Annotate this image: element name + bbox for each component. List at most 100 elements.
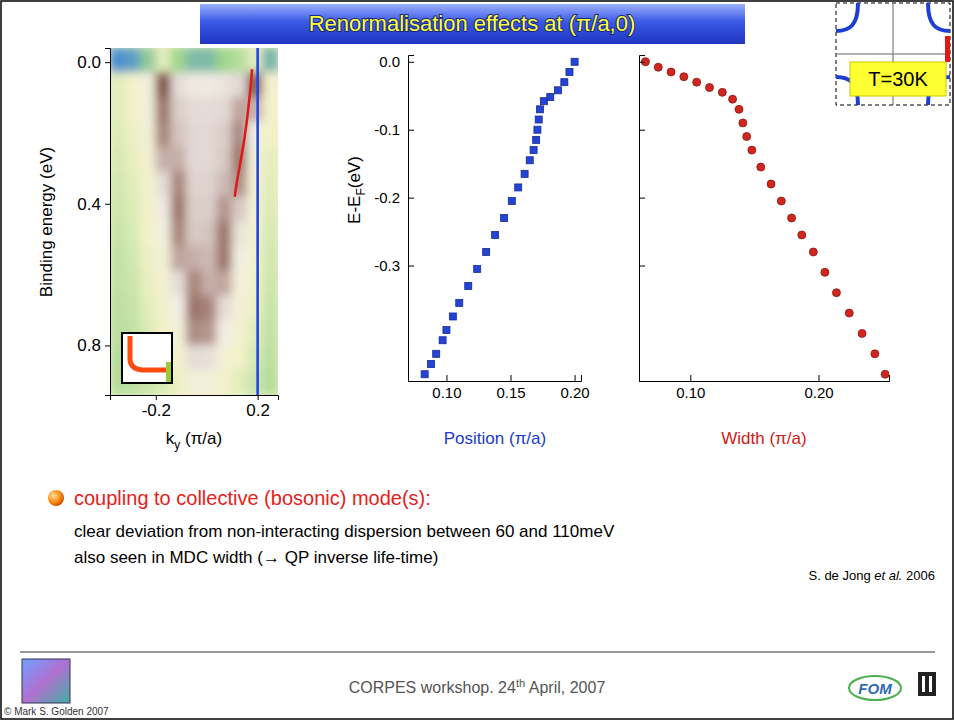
marker [536, 106, 543, 113]
heatmap-cell [155, 295, 171, 321]
heatmap-cell [216, 271, 232, 297]
inset-frame [836, 3, 950, 105]
tick [639, 266, 645, 267]
marker [757, 163, 765, 171]
heatmap-cell [155, 171, 171, 197]
heatmap-cell [262, 196, 278, 222]
heatmap-cell [110, 48, 126, 73]
marker [449, 313, 456, 320]
heatmap-cell [110, 295, 126, 321]
y-axis-title-part: (eV) [345, 156, 364, 188]
marker [534, 126, 541, 133]
heatmap-cell [186, 48, 202, 73]
heatmap-cell [262, 246, 278, 272]
tick-mark [408, 198, 414, 199]
tick: -0.2 [374, 189, 414, 206]
tick: 0.8 [77, 336, 110, 355]
tick-label: 0.10 [432, 384, 461, 401]
axis-line [105, 49, 111, 396]
heatmap-cell [171, 171, 187, 197]
heatmap-cell [110, 171, 126, 197]
axis: 0.100.150.20 [409, 375, 590, 401]
tick-label: 0.20 [560, 384, 589, 401]
marker [680, 73, 688, 81]
tick: -0.2 [142, 395, 171, 420]
heatmap-cell [171, 48, 187, 73]
cut-marker [945, 36, 950, 62]
tick-mark [511, 375, 512, 381]
tick-mark [446, 375, 447, 381]
heatmap-cell [186, 221, 202, 247]
logo-text: FOM [858, 680, 892, 697]
heatmap-cell [110, 97, 126, 123]
heatmap-cell [140, 48, 156, 73]
tick: 0.0 [379, 53, 414, 70]
marker [739, 119, 747, 127]
x-axis-title: Position (π/a) [444, 429, 546, 448]
marker [508, 198, 515, 205]
marker [858, 329, 866, 337]
x-axis-title: Width (π/a) [721, 429, 806, 448]
x-axis-title-part: (π/a) [180, 429, 222, 448]
marker [526, 157, 533, 164]
heatmap-cell [247, 320, 263, 346]
heatmap-cell [201, 48, 217, 73]
heatmap-cell [262, 147, 278, 173]
heatmap-cell [232, 295, 248, 321]
heatmap-cell [247, 196, 263, 222]
heatmap-cell [232, 345, 248, 371]
marker [566, 68, 573, 75]
tick: 0.10 [676, 375, 705, 401]
heatmap-cell [201, 271, 217, 297]
tick-label: 0.2 [246, 401, 270, 420]
citation-part: et al. [874, 568, 902, 583]
marker [706, 84, 714, 92]
marker [554, 87, 561, 94]
tick-mark [818, 375, 819, 381]
heatmap-cell [125, 122, 141, 148]
heatmap-cell [155, 271, 171, 297]
axis [639, 56, 645, 382]
heatmap-cell [140, 271, 156, 297]
tick-label: 0.10 [676, 384, 705, 401]
heatmap-cell [216, 345, 232, 371]
heatmap-cell [247, 171, 263, 197]
heatmap-cell [110, 72, 126, 98]
heatmap-cell [247, 370, 263, 395]
title: Renormalisation effects at (π/a,0) [309, 11, 636, 36]
heatmap-cell [216, 295, 232, 321]
image-background [110, 48, 278, 395]
logo-left [22, 659, 70, 703]
marker [547, 94, 554, 101]
heatmap-cell [186, 72, 202, 98]
axis-line [409, 375, 582, 382]
marker [571, 58, 578, 65]
heatmap-cell [186, 97, 202, 123]
heatmap-cell [216, 196, 232, 222]
y-axis-title: E-EF(eV) [345, 156, 368, 224]
heatmap-cell [140, 196, 156, 222]
slide: Renormalisation effects at (π/a,0)T=30K0… [0, 0, 954, 720]
heatmap-cell [125, 246, 141, 272]
tick-mark [575, 375, 576, 381]
heatmap-cell [247, 345, 263, 371]
heatmap-cell [186, 246, 202, 272]
heatmap-cell [232, 97, 248, 123]
heatmap-cell [262, 345, 278, 371]
overlay-line [256, 48, 259, 395]
heatmap-cell [155, 72, 171, 98]
footer-text: CORPES workshop. 24th April, 2007 [349, 677, 606, 696]
heatmap-cell [110, 122, 126, 148]
temperature-box [850, 62, 946, 96]
tick: -0.3 [374, 257, 414, 274]
citation-part: S. de Jong [808, 568, 874, 583]
heatmap-cell [216, 320, 232, 346]
heatmap-cell [155, 196, 171, 222]
logo-emblem [918, 672, 936, 696]
marker [492, 231, 499, 238]
tick-mark [639, 130, 645, 131]
heatmap-cell [155, 221, 171, 247]
heatmap-cell [262, 271, 278, 297]
heatmap-cell [140, 171, 156, 197]
y-axis-title-part: F [354, 188, 368, 195]
